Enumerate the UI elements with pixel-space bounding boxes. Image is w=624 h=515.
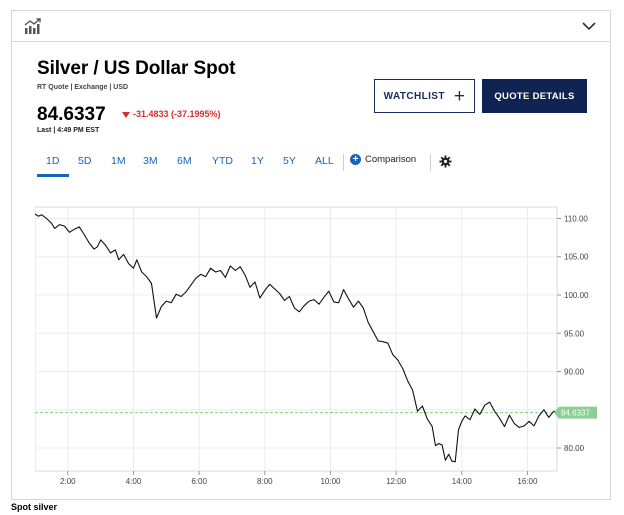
x-tick-label: 4:00 (126, 477, 142, 486)
y-tick-label: 95.00 (564, 329, 585, 338)
last-update-time: Last | 4:49 PM EST (37, 127, 100, 134)
x-tick-label: 2:00 (60, 477, 76, 486)
page-title: Silver / US Dollar Spot (37, 58, 236, 79)
range-tabs: 1D 5D 1M 3M 6M YTD 1Y 5Y ALL + Compariso… (37, 151, 457, 177)
tab-5y[interactable]: 5Y (283, 155, 296, 167)
plus-circle-icon: + (350, 154, 361, 165)
tab-5d[interactable]: 5D (78, 155, 92, 167)
last-price-tag-label: 84.6337 (561, 409, 590, 418)
tab-1m[interactable]: 1M (111, 155, 126, 167)
active-tab-indicator (37, 174, 69, 177)
price-chart-svg: 110.00105.00100.0095.0090.0085.0080.002:… (34, 206, 597, 486)
quote-details-button[interactable]: QUOTE DETAILS (482, 79, 587, 113)
y-tick-label: 110.00 (564, 214, 588, 223)
tab-3m[interactable]: 3M (143, 155, 158, 167)
quote-source: RT Quote | Exchange | USD (37, 84, 129, 91)
x-tick-label: 12:00 (386, 477, 407, 486)
x-tick-label: 14:00 (452, 477, 473, 486)
y-tick-label: 105.00 (564, 253, 589, 262)
tab-all[interactable]: ALL (315, 155, 334, 167)
y-tick-label: 100.00 (564, 291, 589, 300)
comparison-label: Comparison (365, 154, 417, 165)
price-line (34, 213, 558, 463)
tab-6m[interactable]: 6M (177, 155, 192, 167)
watchlist-label: WATCHLIST (383, 90, 445, 102)
quote-card: Silver / US Dollar Spot RT Quote | Excha… (11, 10, 611, 500)
divider (430, 154, 431, 171)
plus-icon: + (453, 85, 466, 107)
plot-frame (34, 206, 558, 472)
divider (343, 154, 344, 171)
bar-chart-icon (24, 18, 41, 34)
tab-ytd[interactable]: YTD (212, 155, 233, 167)
card-header (12, 11, 610, 42)
last-price: 84.6337 (37, 104, 106, 125)
x-tick-label: 8:00 (257, 477, 273, 486)
chevron-down-icon[interactable] (582, 19, 596, 33)
comparison-button[interactable]: + Comparison (350, 154, 416, 165)
y-tick-label: 80.00 (564, 444, 585, 453)
tab-1y[interactable]: 1Y (251, 155, 264, 167)
down-arrow-icon (122, 112, 130, 118)
x-tick-label: 6:00 (191, 477, 207, 486)
y-tick-label: 90.00 (564, 368, 585, 377)
watchlist-button[interactable]: WATCHLIST + (374, 79, 475, 113)
tab-1d[interactable]: 1D (46, 155, 60, 167)
x-tick-label: 10:00 (320, 477, 341, 486)
x-tick-label: 16:00 (517, 477, 538, 486)
image-caption: Spot silver (11, 502, 58, 512)
last-price-tag (554, 406, 597, 419)
gear-icon[interactable] (439, 155, 452, 168)
price-chart[interactable]: 110.00105.00100.0095.0090.0085.0080.002:… (34, 201, 605, 493)
price-change: -31.4833 (-37.1995%) (133, 109, 221, 119)
